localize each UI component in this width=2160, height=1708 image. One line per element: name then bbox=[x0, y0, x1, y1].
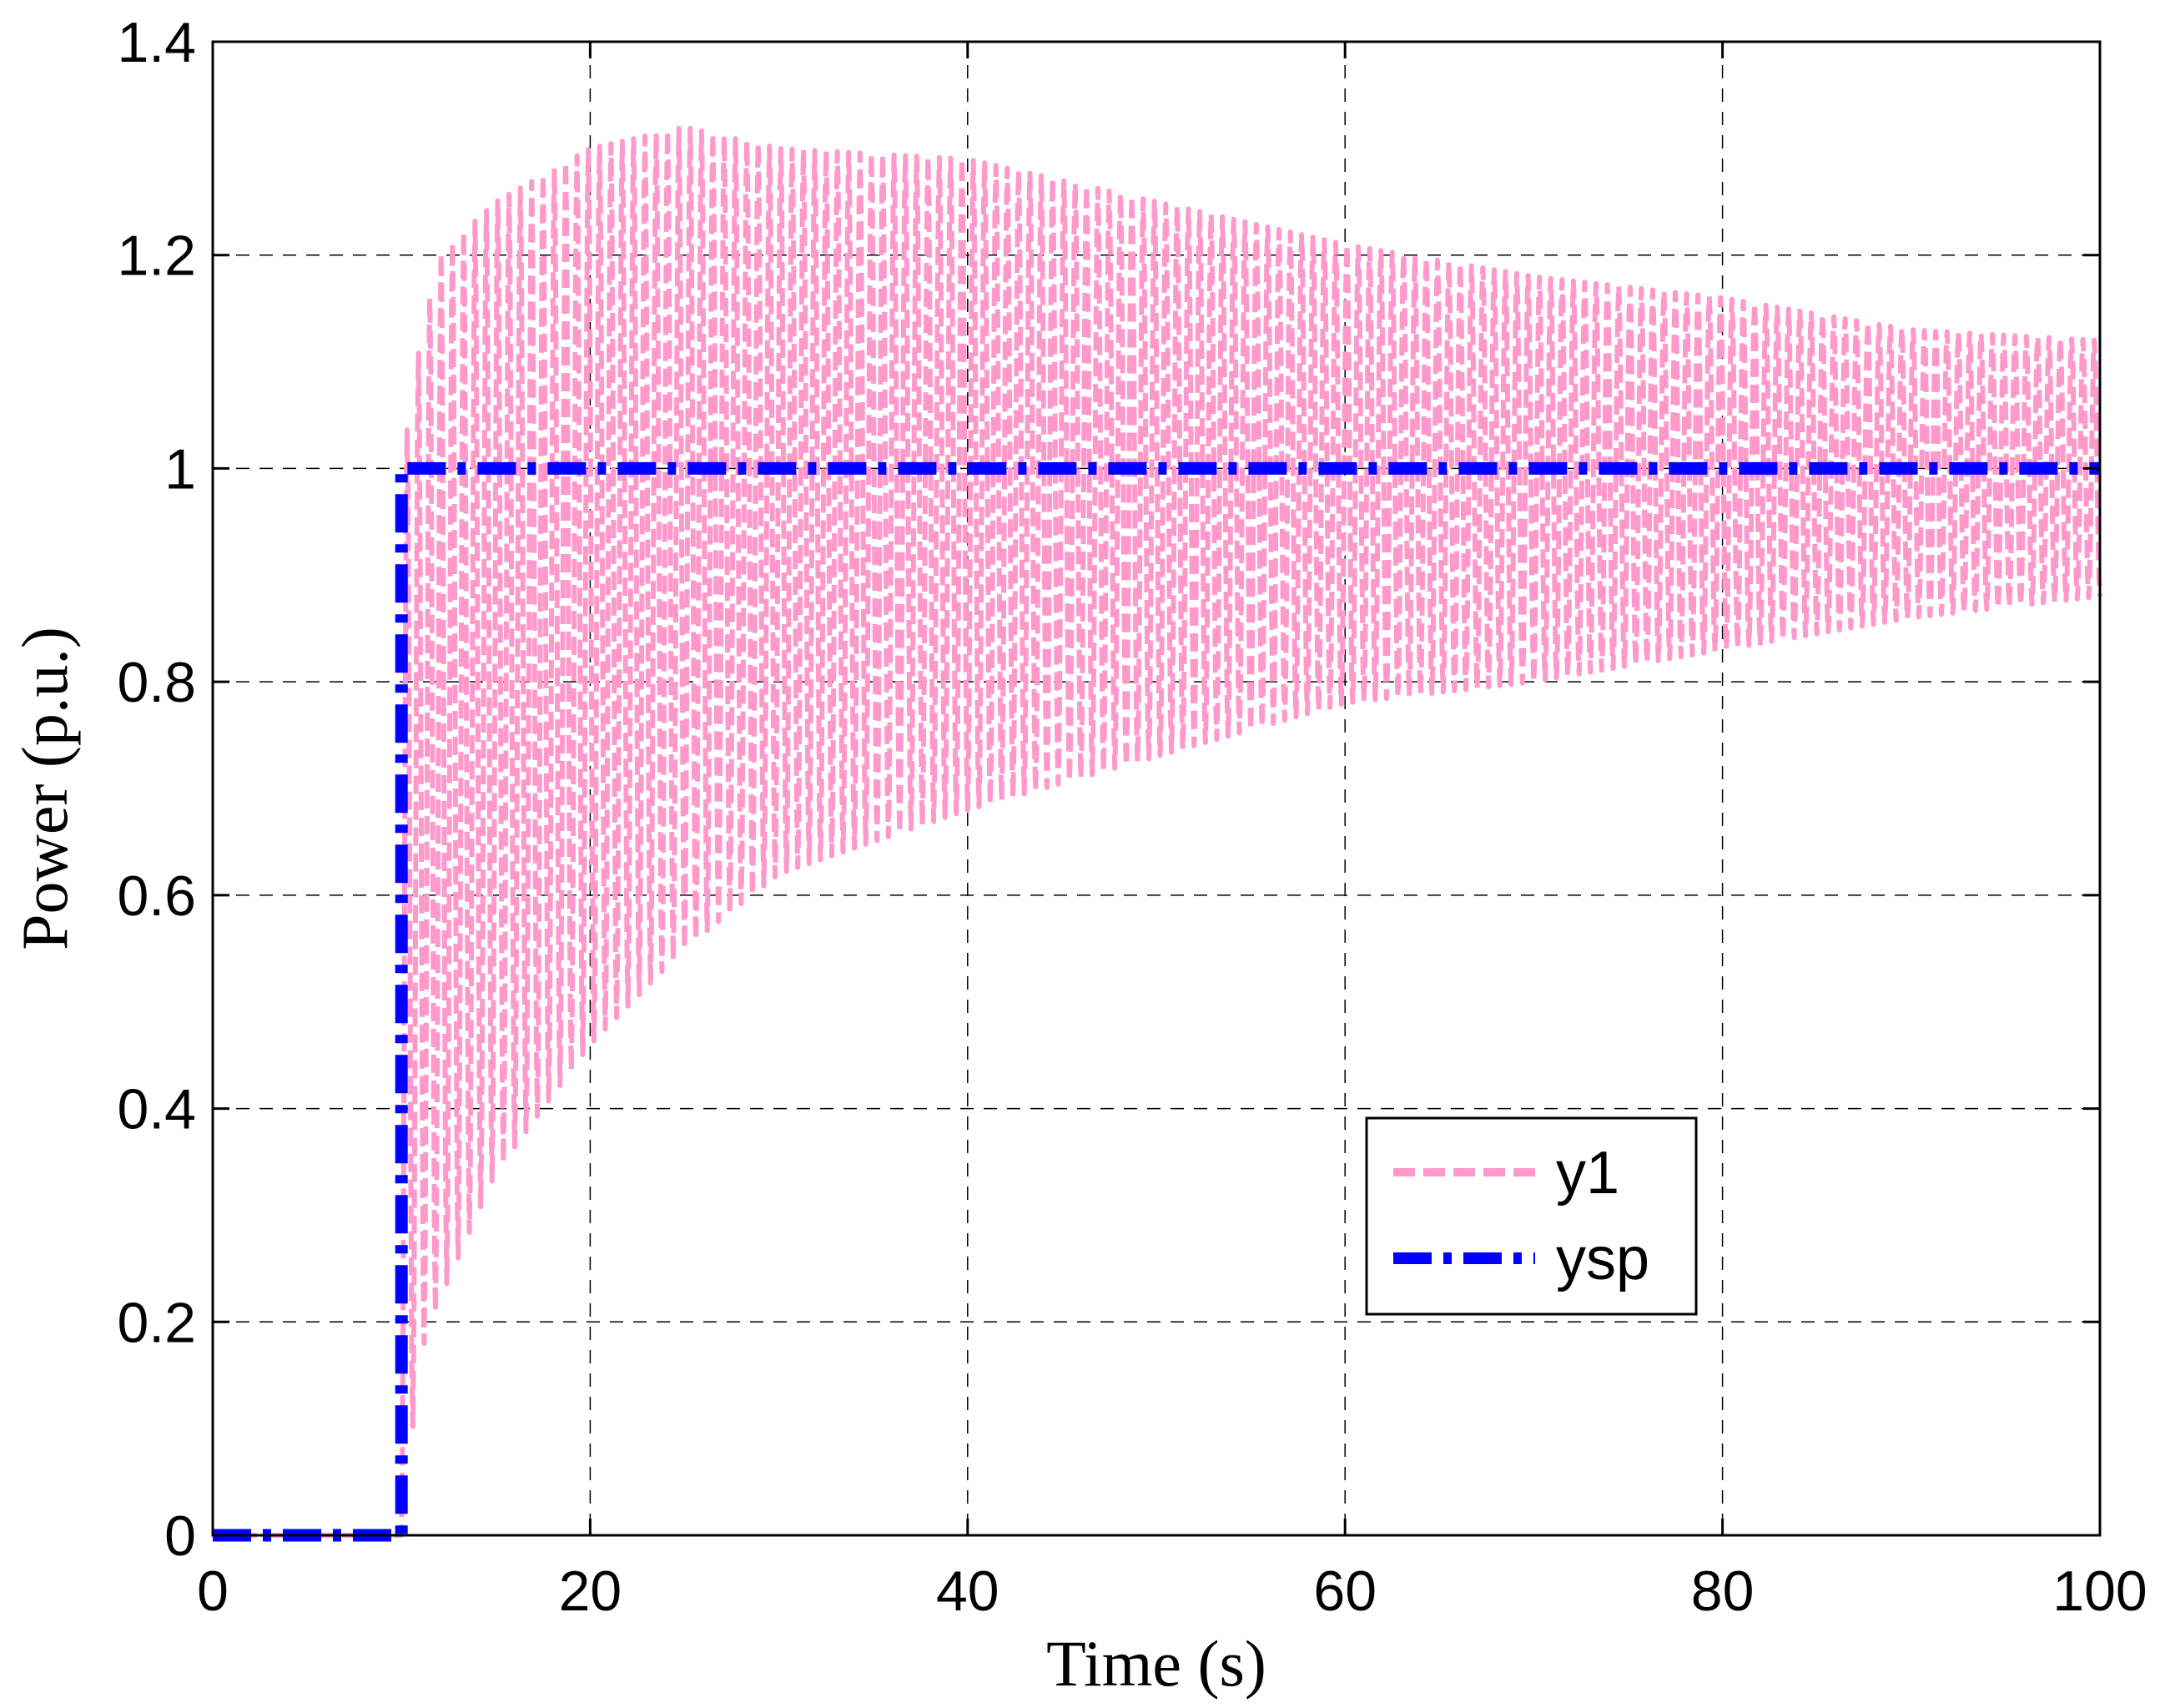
y-tick-label: 0.4 bbox=[117, 1078, 196, 1141]
x-tick-label: 100 bbox=[2052, 1559, 2147, 1623]
plot-area-frame bbox=[211, 40, 2102, 1537]
legend-label-y1: y1 bbox=[1556, 1140, 1619, 1207]
x-tick-label: 60 bbox=[1313, 1559, 1377, 1623]
tick-marks bbox=[211, 40, 2102, 1537]
legend-box bbox=[1365, 1116, 1698, 1316]
x-tick-label: 40 bbox=[936, 1559, 999, 1623]
legend-label-ysp: ysp bbox=[1556, 1226, 1649, 1292]
x-tick-label: 0 bbox=[197, 1559, 229, 1623]
y-tick-label: 0 bbox=[164, 1504, 196, 1568]
y-tick-label: 0.6 bbox=[117, 864, 196, 928]
legend: y1 ysp bbox=[1365, 1116, 1698, 1316]
x-axis-title: Time (s) bbox=[1046, 1627, 1266, 1700]
y-tick-labels: 0 0.2 0.4 0.6 0.8 1 1.2 1.4 bbox=[117, 11, 196, 1568]
y-tick-label: 0.2 bbox=[117, 1291, 196, 1354]
y-axis-title: Power (p.u.) bbox=[8, 627, 81, 950]
y-tick-label: 1.4 bbox=[117, 11, 196, 74]
y-tick-label: 1 bbox=[164, 437, 196, 501]
x-tick-labels: 0 20 40 60 80 100 bbox=[197, 1559, 2147, 1623]
series-y1-line bbox=[213, 125, 2102, 1538]
y-tick-label: 0.8 bbox=[117, 651, 196, 714]
x-tick-label: 20 bbox=[559, 1559, 622, 1623]
series-y1-group bbox=[213, 125, 2102, 1538]
y-tick-label: 1.2 bbox=[117, 224, 196, 288]
x-tick-label: 80 bbox=[1691, 1559, 1755, 1623]
